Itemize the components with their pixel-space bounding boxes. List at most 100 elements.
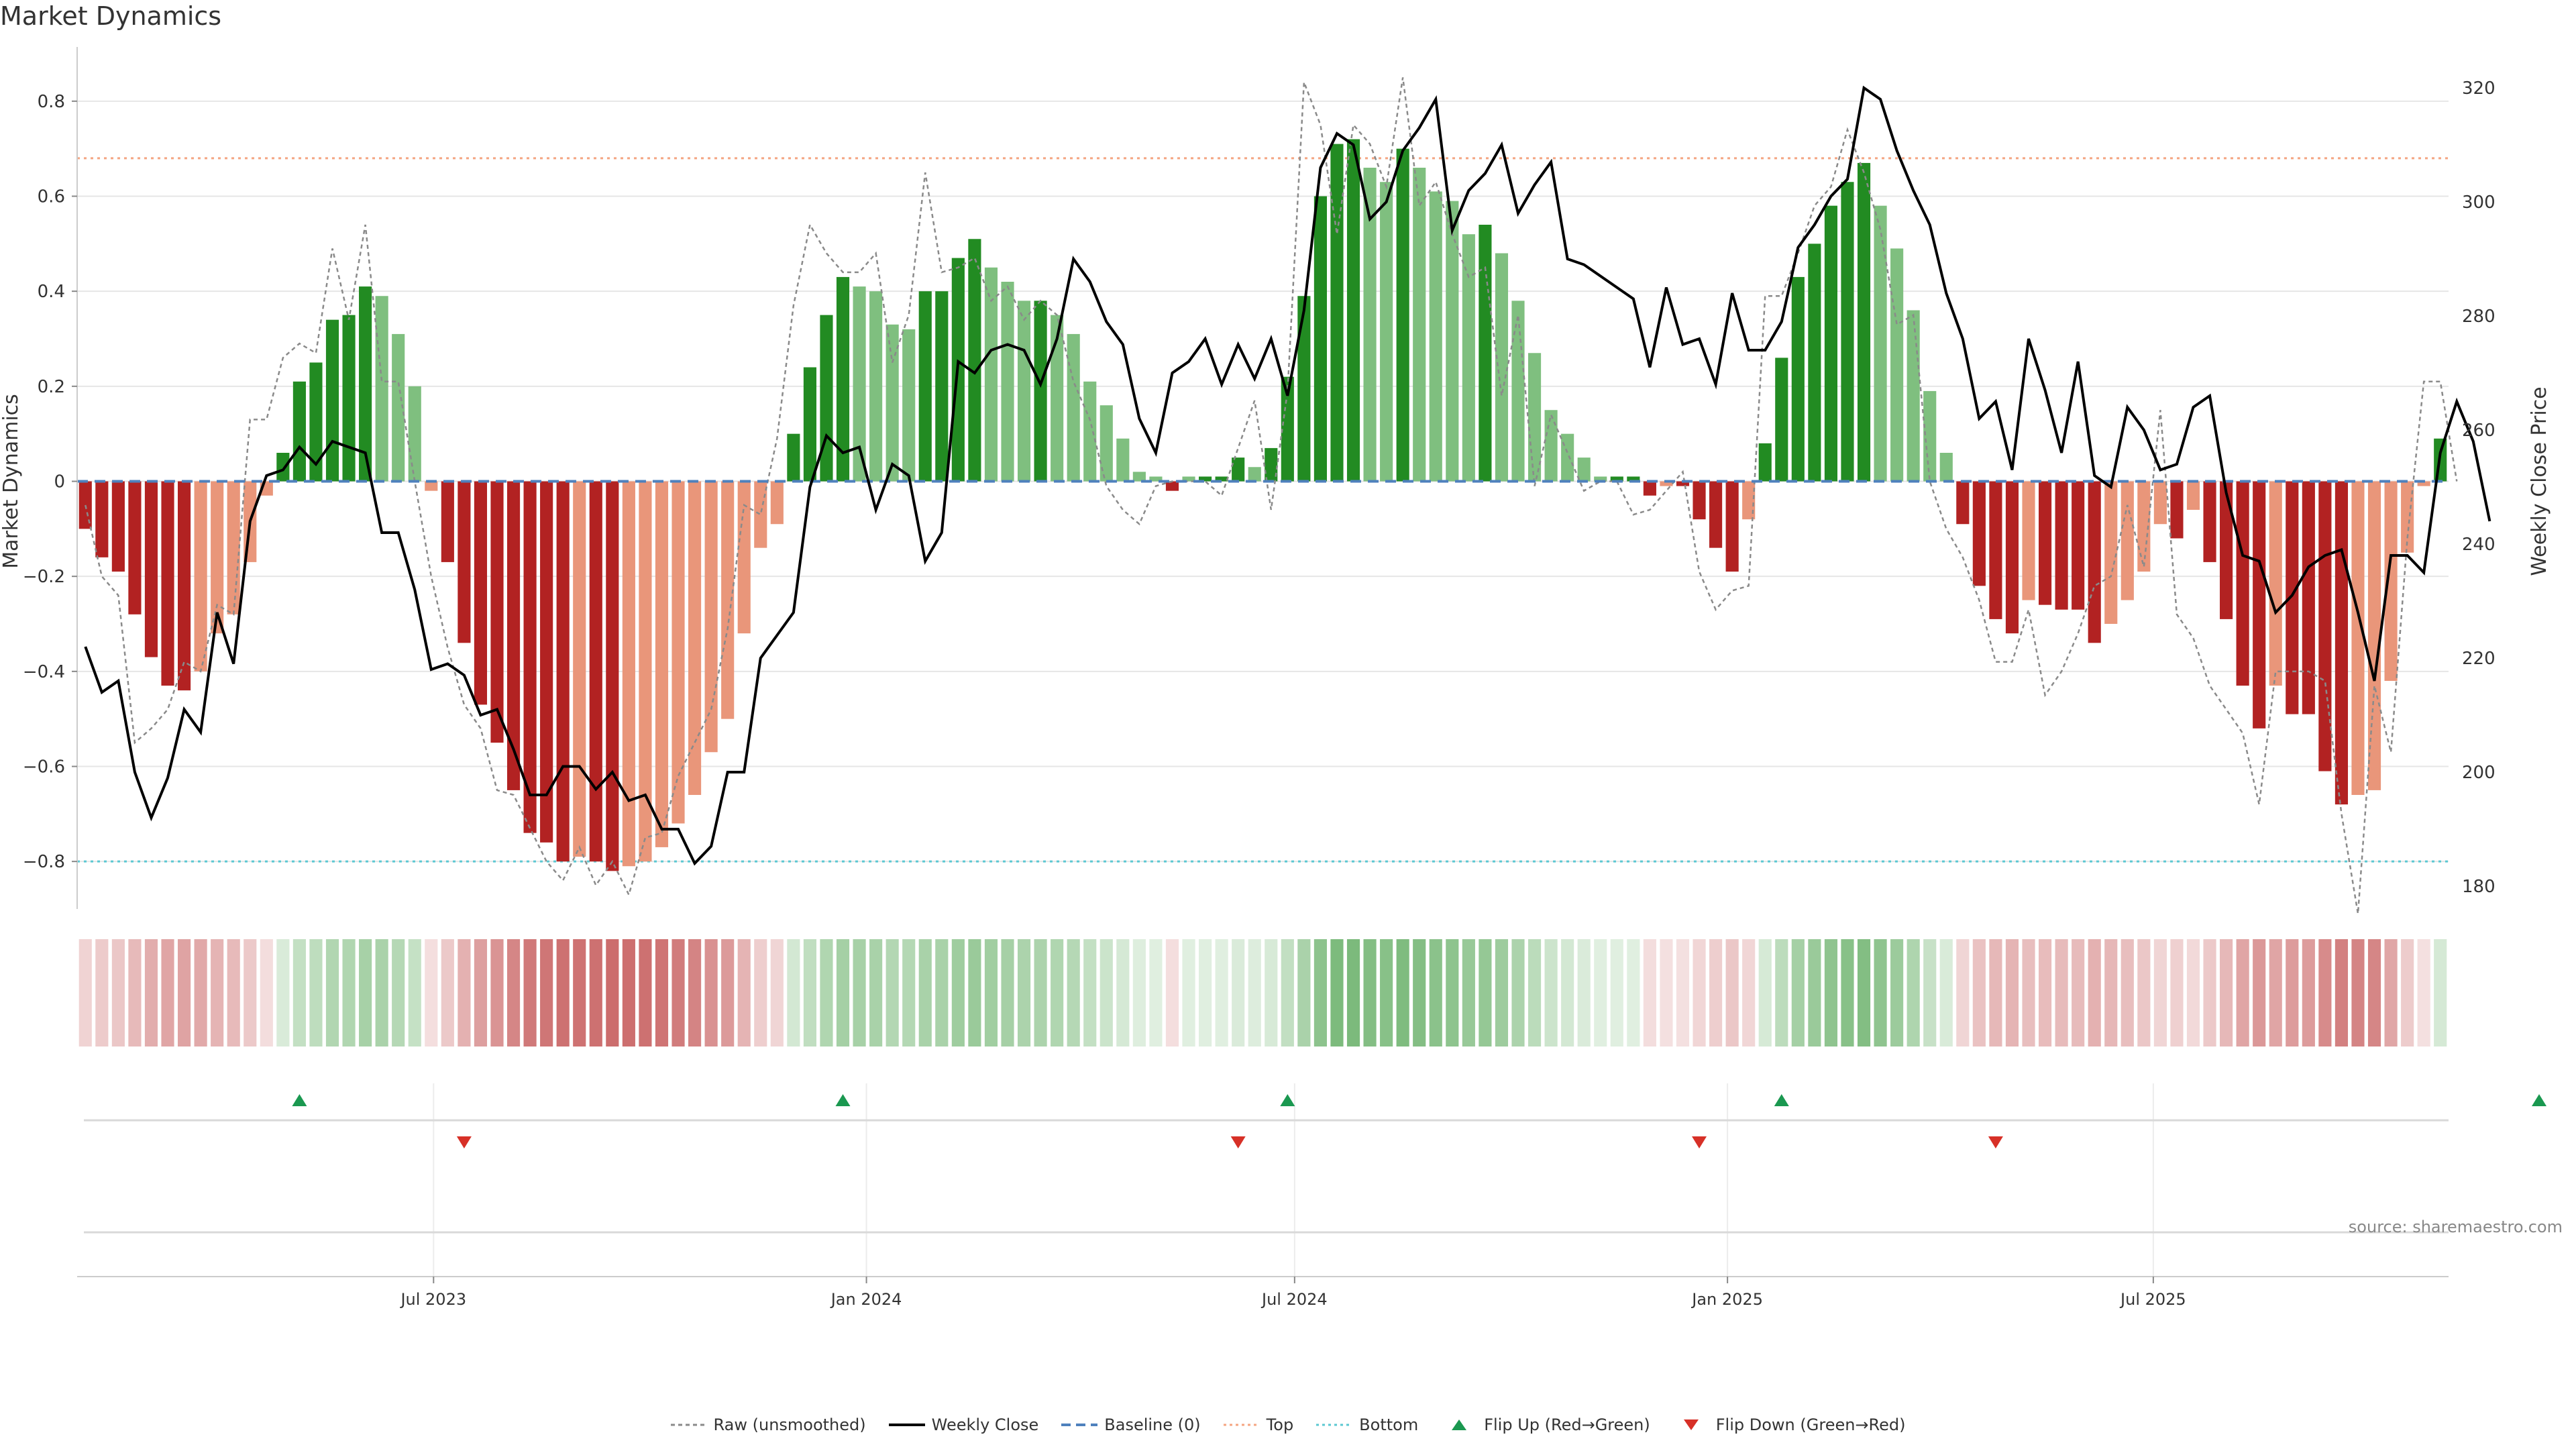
heat-cell xyxy=(95,939,109,1046)
heat-cell xyxy=(1923,939,1937,1046)
dynamics-bar xyxy=(688,481,702,795)
heat-cell xyxy=(1034,939,1047,1046)
heat-cell xyxy=(606,939,619,1046)
y-tick-label: −0.4 xyxy=(23,662,65,682)
dynamics-bar xyxy=(292,381,306,482)
y2-tick-label: 180 xyxy=(2462,877,2496,897)
legend-item-raw: Raw (unsmoothed) xyxy=(670,1415,866,1434)
heat-cell xyxy=(2302,939,2315,1046)
heat-cell xyxy=(78,939,92,1046)
heat-cell xyxy=(2055,939,2068,1046)
dynamics-bar xyxy=(2302,481,2315,714)
heat-cell xyxy=(194,939,207,1046)
heat-cell xyxy=(1165,939,1179,1046)
dynamics-bar xyxy=(1330,144,1344,482)
dynamics-bar xyxy=(359,286,372,482)
heat-strip xyxy=(78,939,2447,1046)
dynamics-bar xyxy=(2384,481,2398,681)
legend: Raw (unsmoothed) Weekly Close Baseline (0)… xyxy=(0,1415,2576,1434)
heat-cell xyxy=(1248,939,1261,1046)
heat-cell xyxy=(1841,939,1854,1046)
dynamics-bar xyxy=(408,386,421,482)
dynamics-bar xyxy=(1346,139,1360,482)
dynamics-bar xyxy=(1215,476,1228,482)
dynamics-bars xyxy=(78,139,2447,871)
heat-cell xyxy=(1939,939,1953,1046)
dynamics-bar xyxy=(1577,458,1591,482)
heat-cell xyxy=(2121,939,2134,1046)
x-axis: Jul 2023 Jan 2024 Jul 2024 Jan 2025 Jul 2025 xyxy=(77,1276,2449,1309)
heat-cell xyxy=(1989,939,2002,1046)
dynamics-bar xyxy=(885,324,899,482)
dynamics-bar xyxy=(1956,481,1970,525)
dynamics-bar xyxy=(1248,467,1261,482)
heat-cell xyxy=(754,939,767,1046)
dynamics-bar xyxy=(1462,234,1475,482)
y2-tick-label: 260 xyxy=(2462,421,2496,441)
legend-item-flip-up: Flip Up (Red→Green) xyxy=(1441,1415,1650,1434)
y2-tick-label: 300 xyxy=(2462,193,2496,213)
heat-cell xyxy=(1627,939,1640,1046)
heat-cell xyxy=(540,939,553,1046)
legend-swatch xyxy=(888,1424,925,1426)
legend-swatch xyxy=(1223,1424,1260,1426)
dynamics-bar xyxy=(1972,481,1986,586)
dynamics-bar xyxy=(2153,481,2167,525)
dynamics-bar xyxy=(1907,310,1920,482)
dynamics-bar xyxy=(2088,481,2101,643)
dynamics-bar xyxy=(1874,205,1887,482)
dynamics-bar xyxy=(902,329,916,482)
y-tick-label: 0.2 xyxy=(38,377,65,397)
legend-label: Top xyxy=(1266,1415,1294,1434)
flip-up-marker xyxy=(835,1094,851,1106)
dynamics-bar xyxy=(704,481,718,753)
legend-item-close: Weekly Close xyxy=(888,1415,1038,1434)
heat-cell xyxy=(1874,939,1887,1046)
heat-cell xyxy=(2220,939,2233,1046)
heat-cell xyxy=(2236,939,2249,1046)
dynamics-bar xyxy=(1199,476,1212,482)
heat-cell xyxy=(1527,939,1542,1046)
heat-cell xyxy=(820,939,833,1046)
dynamics-bar xyxy=(1544,410,1558,482)
heat-cell xyxy=(918,939,932,1046)
dynamics-bar xyxy=(1034,301,1047,482)
dynamics-bar xyxy=(1396,148,1409,482)
flip-up-marker xyxy=(1774,1094,1789,1106)
heat-cell xyxy=(2417,939,2430,1046)
dynamics-bar xyxy=(935,291,949,482)
heat-cell xyxy=(770,939,784,1046)
heat-cell xyxy=(2104,939,2118,1046)
dynamics-bar xyxy=(2072,481,2085,610)
heat-cell xyxy=(392,939,405,1046)
heat-cell xyxy=(1116,939,1130,1046)
heat-cell xyxy=(474,939,488,1046)
heat-cell xyxy=(244,939,257,1046)
x-tick-label: Jan 2025 xyxy=(1690,1290,1763,1309)
dynamics-bar xyxy=(1165,481,1179,491)
heat-cell xyxy=(425,939,438,1046)
heat-cell xyxy=(1281,939,1294,1046)
dynamics-bar xyxy=(1083,381,1097,482)
dynamics-bar xyxy=(2401,481,2414,553)
dynamics-bar xyxy=(1841,182,1854,482)
dynamics-bar xyxy=(128,481,142,614)
dynamics-bar xyxy=(1149,476,1163,482)
dynamics-bar xyxy=(2351,481,2365,795)
heat-cell xyxy=(309,939,323,1046)
heat-cell xyxy=(1313,939,1327,1046)
heat-cell xyxy=(1149,939,1163,1046)
heat-cell xyxy=(2153,939,2167,1046)
heat-cell xyxy=(144,939,158,1046)
heat-cell xyxy=(2005,939,2019,1046)
y-tick-label: −0.8 xyxy=(23,852,65,872)
dynamics-bar xyxy=(869,291,883,482)
x-tick-label: Jul 2025 xyxy=(2119,1290,2186,1309)
flip-down-marker xyxy=(456,1136,472,1148)
dynamics-bar xyxy=(820,315,833,482)
dynamics-bar xyxy=(556,481,570,862)
dynamics-bar xyxy=(606,481,619,871)
heat-cell xyxy=(1890,939,1904,1046)
dynamics-bar xyxy=(1725,481,1739,572)
heat-cell xyxy=(1017,939,1031,1046)
